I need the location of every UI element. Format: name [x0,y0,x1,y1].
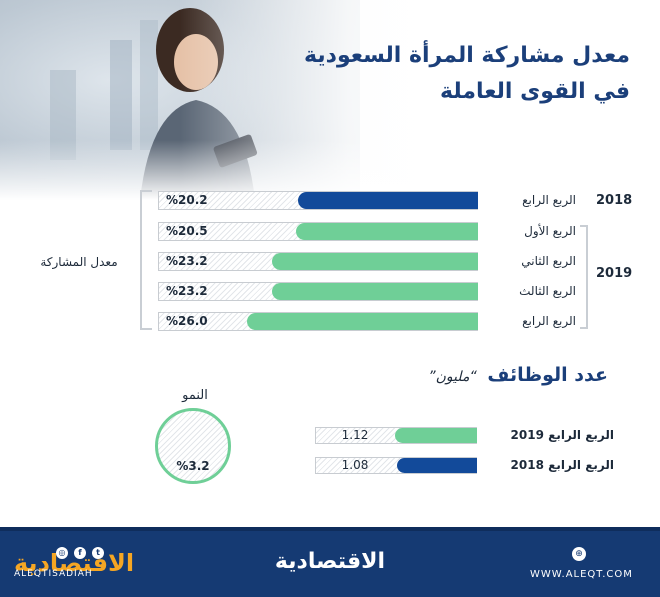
participation-value-label: %23.2 [166,284,208,298]
participation-value-label: %26.0 [166,314,208,328]
jobs-period-label: الربع الرابع 2019 [510,428,614,442]
quarter-label: الربع الثالث [519,284,576,298]
jobs-title: عدد الوظائف “مليون” [268,364,608,386]
participation-value-label: %20.2 [166,193,208,207]
website-link[interactable]: WWW.ALEQT.COM [530,569,633,580]
participation-bar [272,283,478,300]
jobs-value-label: 1.12 [341,428,369,442]
participation-bar [272,253,478,270]
jobs-title-text: عدد الوظائف [487,364,608,386]
quarter-label: الربع الرابع [522,193,576,207]
instagram-icon[interactable]: ◎ [56,547,68,559]
page-title: معدل مشاركة المرأة السعودية في القوى الع… [304,43,630,104]
participation-bar-row: %20.5 [158,222,478,241]
participation-bar [296,223,478,240]
globe-icon: ⊕ [572,547,586,561]
participation-value-label: %20.5 [166,224,208,238]
quarter-label: الربع الأول [524,224,576,238]
jobs-bar [397,458,477,473]
quarter-label: الربع الرابع [522,314,576,328]
participation-value-label: %23.2 [166,254,208,268]
jobs-bar-row: 1.08 [315,457,477,474]
participation-bar-row: %20.2 [158,191,478,210]
participation-axis-label: معدل المشاركة [40,255,118,269]
jobs-period-label: الربع الرابع 2018 [510,458,614,472]
jobs-bar [395,428,477,443]
hero-photo [0,0,660,200]
quarter-label: الربع الثاني [521,254,576,268]
jobs-unit: “مليون” [428,369,477,385]
participation-bar-row: %26.0 [158,312,478,331]
facebook-icon[interactable]: f [74,547,86,559]
participation-bracket [140,190,152,330]
year-2018-label: 2018 [596,193,633,208]
participation-bar-row: %23.2 [158,282,478,301]
participation-bar-row: %23.2 [158,252,478,271]
participation-bar [298,192,478,209]
year-2019-bracket [580,225,588,329]
participation-bar [247,313,478,330]
brand-logo-center: الاقتصادية [274,549,386,574]
growth-label: النمو [182,388,208,403]
jobs-value-label: 1.08 [341,458,369,472]
jobs-bar-row: 1.12 [315,427,477,444]
year-2019-label: 2019 [596,266,633,281]
growth-value: %3.2 [176,459,210,473]
footer: الاقتصادية ◎ f t ALEQTISADIAH الاقتصادية… [0,527,660,597]
twitter-icon[interactable]: t [92,547,104,559]
social-icons: ◎ f t [56,547,104,559]
growth-circle: %3.2 [155,408,231,484]
social-handle: ALEQTISADIAH [14,569,93,579]
